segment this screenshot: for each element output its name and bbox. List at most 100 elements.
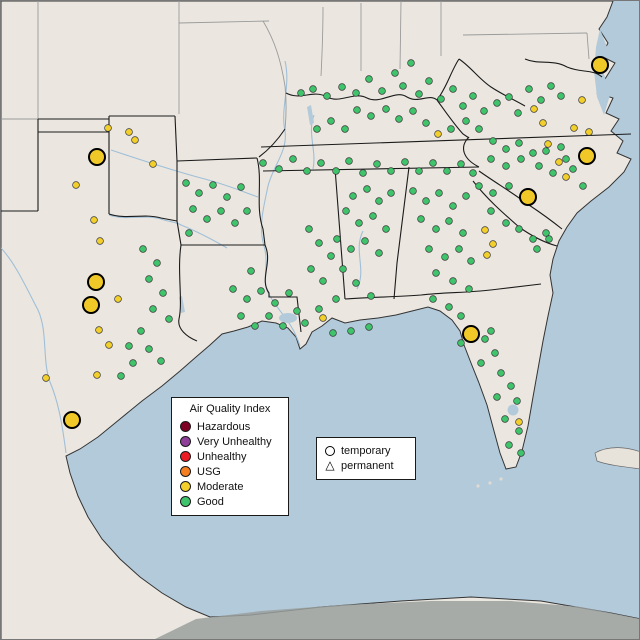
station-marker-good[interactable]: [480, 107, 488, 115]
station-marker-good[interactable]: [347, 245, 355, 253]
station-marker-good[interactable]: [229, 285, 237, 293]
station-marker-good[interactable]: [305, 225, 313, 233]
station-marker-good[interactable]: [369, 212, 377, 220]
station-marker-moderate[interactable]: [489, 240, 497, 248]
station-marker-good[interactable]: [339, 265, 347, 273]
station-marker-good[interactable]: [417, 215, 425, 223]
station-marker-good[interactable]: [515, 427, 523, 435]
station-marker-good[interactable]: [462, 117, 470, 125]
station-marker-moderate[interactable]: [104, 124, 112, 132]
station-marker-good[interactable]: [243, 295, 251, 303]
station-marker-good[interactable]: [303, 167, 311, 175]
station-marker-moderate[interactable]: [434, 130, 442, 138]
station-marker-good[interactable]: [557, 92, 565, 100]
station-marker-good[interactable]: [409, 107, 417, 115]
station-marker-moderate[interactable]: [483, 251, 491, 259]
station-marker-good[interactable]: [289, 155, 297, 163]
station-marker-moderate[interactable]: [149, 160, 157, 168]
station-marker-good[interactable]: [517, 449, 525, 457]
station-marker-good[interactable]: [297, 89, 305, 97]
station-marker-good[interactable]: [203, 215, 211, 223]
station-marker-good[interactable]: [137, 327, 145, 335]
station-marker-moderate-temporary[interactable]: [82, 296, 100, 314]
station-marker-moderate[interactable]: [539, 119, 547, 127]
station-marker-good[interactable]: [477, 359, 485, 367]
station-marker-good[interactable]: [429, 159, 437, 167]
station-marker-good[interactable]: [542, 147, 550, 155]
station-marker-good[interactable]: [562, 155, 570, 163]
station-marker-good[interactable]: [502, 145, 510, 153]
station-marker-good[interactable]: [145, 275, 153, 283]
station-marker-good[interactable]: [415, 167, 423, 175]
station-marker-good[interactable]: [497, 369, 505, 377]
station-marker-moderate[interactable]: [570, 124, 578, 132]
station-marker-good[interactable]: [338, 83, 346, 91]
station-marker-good[interactable]: [145, 345, 153, 353]
station-marker-good[interactable]: [514, 109, 522, 117]
station-marker-good[interactable]: [409, 187, 417, 195]
station-marker-good[interactable]: [231, 219, 239, 227]
station-marker-good[interactable]: [363, 185, 371, 193]
station-marker-moderate[interactable]: [72, 181, 80, 189]
station-marker-good[interactable]: [489, 189, 497, 197]
station-marker-good[interactable]: [579, 182, 587, 190]
station-marker-good[interactable]: [332, 295, 340, 303]
station-marker-good[interactable]: [129, 359, 137, 367]
station-marker-good[interactable]: [432, 225, 440, 233]
station-marker-moderate[interactable]: [95, 326, 103, 334]
station-marker-good[interactable]: [493, 99, 501, 107]
station-marker-moderate[interactable]: [90, 216, 98, 224]
station-marker-good[interactable]: [487, 155, 495, 163]
station-marker-good[interactable]: [275, 165, 283, 173]
station-marker-good[interactable]: [445, 303, 453, 311]
station-marker-good[interactable]: [513, 397, 521, 405]
station-marker-good[interactable]: [139, 245, 147, 253]
station-marker-good[interactable]: [545, 235, 553, 243]
station-marker-good[interactable]: [489, 137, 497, 145]
station-marker-good[interactable]: [223, 193, 231, 201]
station-marker-moderate[interactable]: [114, 295, 122, 303]
station-marker-good[interactable]: [447, 125, 455, 133]
station-marker-good[interactable]: [529, 235, 537, 243]
station-marker-good[interactable]: [333, 235, 341, 243]
station-marker-good[interactable]: [309, 85, 317, 93]
station-marker-good[interactable]: [375, 249, 383, 257]
station-marker-good[interactable]: [259, 159, 267, 167]
station-marker-good[interactable]: [475, 182, 483, 190]
station-marker-good[interactable]: [422, 119, 430, 127]
station-marker-good[interactable]: [149, 305, 157, 313]
station-marker-good[interactable]: [355, 219, 363, 227]
station-marker-good[interactable]: [345, 157, 353, 165]
station-marker-good[interactable]: [342, 207, 350, 215]
station-marker-moderate-temporary[interactable]: [63, 411, 81, 429]
station-marker-good[interactable]: [271, 299, 279, 307]
station-marker-good[interactable]: [387, 167, 395, 175]
station-marker-good[interactable]: [257, 287, 265, 295]
station-marker-good[interactable]: [481, 335, 489, 343]
station-marker-moderate[interactable]: [319, 314, 327, 322]
station-marker-good[interactable]: [349, 192, 357, 200]
station-marker-moderate[interactable]: [93, 371, 101, 379]
station-marker-good[interactable]: [265, 312, 273, 320]
station-marker-moderate[interactable]: [578, 96, 586, 104]
station-marker-good[interactable]: [209, 181, 217, 189]
station-marker-good[interactable]: [491, 349, 499, 357]
station-marker-good[interactable]: [449, 85, 457, 93]
station-marker-good[interactable]: [422, 197, 430, 205]
station-marker-good[interactable]: [455, 245, 463, 253]
station-marker-moderate-temporary[interactable]: [462, 325, 480, 343]
station-marker-good[interactable]: [449, 277, 457, 285]
station-marker-good[interactable]: [117, 372, 125, 380]
station-marker-good[interactable]: [387, 189, 395, 197]
station-marker-good[interactable]: [317, 159, 325, 167]
station-marker-moderate[interactable]: [125, 128, 133, 136]
station-marker-good[interactable]: [569, 165, 577, 173]
station-marker-good[interactable]: [189, 205, 197, 213]
station-marker-good[interactable]: [457, 339, 465, 347]
station-marker-good[interactable]: [517, 155, 525, 163]
station-marker-good[interactable]: [507, 382, 515, 390]
station-marker-good[interactable]: [361, 237, 369, 245]
station-marker-good[interactable]: [525, 85, 533, 93]
station-marker-good[interactable]: [465, 285, 473, 293]
station-marker-good[interactable]: [401, 158, 409, 166]
